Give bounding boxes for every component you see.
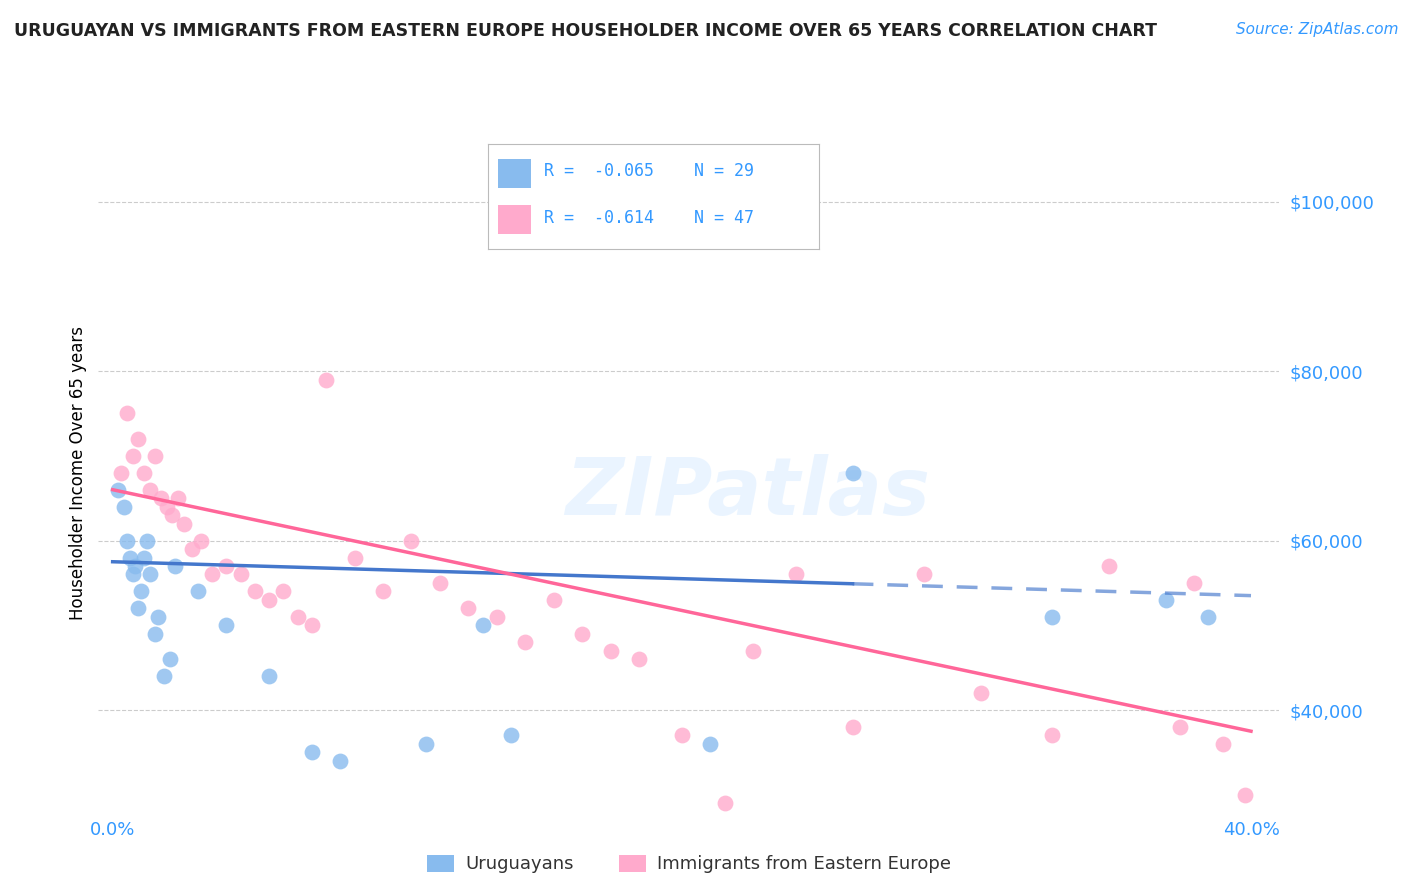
Text: Source: ZipAtlas.com: Source: ZipAtlas.com: [1236, 22, 1399, 37]
Point: [173, 516, 195, 531]
Point: [124, 558, 146, 574]
Point: [1182, 576, 1205, 591]
Point: [257, 669, 280, 683]
Point: [343, 550, 366, 565]
Point: [699, 737, 721, 751]
Point: [115, 533, 138, 548]
Point: [121, 567, 143, 582]
Point: [150, 491, 173, 505]
Point: [112, 500, 135, 514]
Point: [115, 406, 138, 420]
Point: [201, 567, 224, 582]
Point: [1168, 720, 1191, 734]
Text: URUGUAYAN VS IMMIGRANTS FROM EASTERN EUROPE HOUSEHOLDER INCOME OVER 65 YEARS COR: URUGUAYAN VS IMMIGRANTS FROM EASTERN EUR…: [14, 22, 1157, 40]
Point: [156, 500, 179, 514]
Point: [429, 576, 451, 591]
Point: [162, 508, 184, 522]
Point: [138, 483, 160, 497]
Point: [165, 558, 187, 574]
Point: [132, 550, 155, 565]
Point: [129, 584, 152, 599]
Point: [243, 584, 266, 599]
Point: [301, 746, 323, 760]
Point: [159, 652, 181, 666]
Point: [742, 644, 765, 658]
Point: [121, 449, 143, 463]
Point: [301, 618, 323, 632]
Point: [1212, 737, 1234, 751]
Point: [181, 541, 204, 557]
Point: [628, 652, 651, 666]
Point: [1234, 788, 1257, 802]
Point: [785, 567, 807, 582]
Point: [315, 373, 337, 387]
Point: [187, 584, 209, 599]
Point: [485, 610, 508, 624]
Point: [499, 728, 522, 742]
Point: [135, 533, 157, 548]
Point: [1154, 592, 1177, 607]
Point: [515, 635, 537, 649]
Point: [287, 610, 309, 624]
Point: [599, 644, 621, 658]
Y-axis label: Householder Income Over 65 years: Householder Income Over 65 years: [69, 326, 87, 620]
Point: [215, 558, 238, 574]
Point: [143, 449, 166, 463]
Point: [571, 626, 593, 640]
Point: [401, 533, 423, 548]
Point: [257, 592, 280, 607]
Point: [841, 466, 863, 480]
Point: [671, 728, 693, 742]
Point: [148, 610, 170, 624]
Point: [1040, 728, 1063, 742]
Point: [969, 686, 991, 700]
Point: [132, 466, 155, 480]
Point: [1197, 610, 1219, 624]
Point: [371, 584, 394, 599]
Point: [841, 720, 863, 734]
Point: [127, 432, 149, 446]
Point: [110, 466, 132, 480]
Point: [1098, 558, 1121, 574]
Point: [912, 567, 935, 582]
Point: [457, 601, 479, 615]
Point: [229, 567, 252, 582]
Point: [415, 737, 437, 751]
Text: ZIPatlas: ZIPatlas: [565, 454, 931, 533]
Point: [1040, 610, 1063, 624]
Point: [190, 533, 212, 548]
Point: [713, 797, 735, 810]
Point: [107, 483, 129, 497]
Point: [127, 601, 149, 615]
Point: [138, 567, 160, 582]
Point: [471, 618, 494, 632]
Legend: Uruguayans, Immigrants from Eastern Europe: Uruguayans, Immigrants from Eastern Euro…: [420, 847, 957, 880]
Point: [329, 754, 352, 768]
Point: [543, 592, 565, 607]
Point: [215, 618, 238, 632]
Point: [273, 584, 295, 599]
Point: [167, 491, 190, 505]
Point: [118, 550, 141, 565]
Point: [153, 669, 176, 683]
Point: [143, 626, 166, 640]
